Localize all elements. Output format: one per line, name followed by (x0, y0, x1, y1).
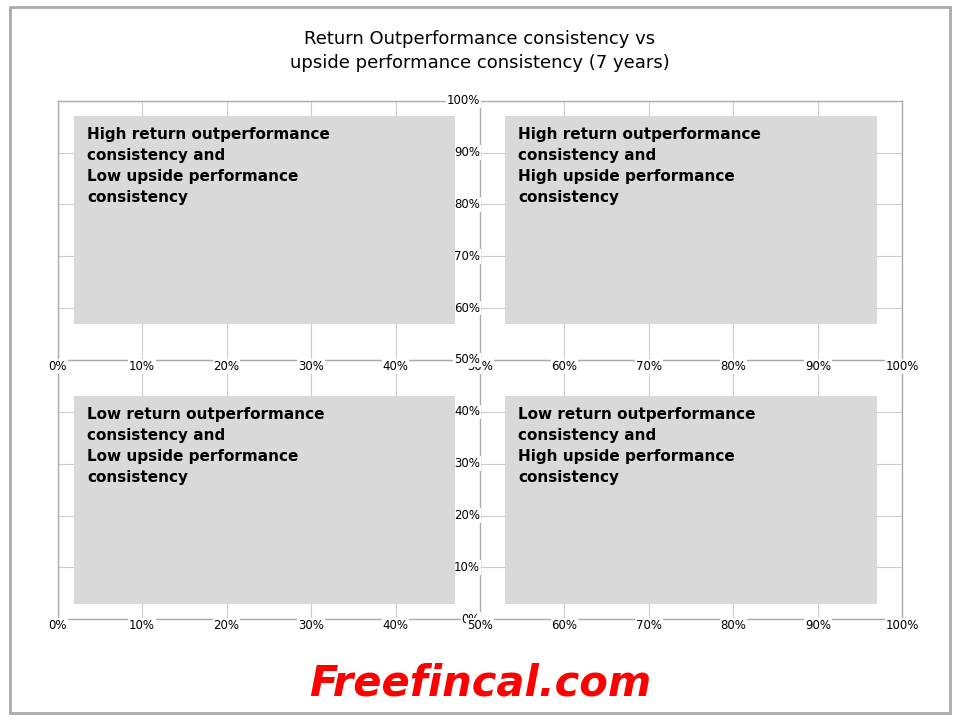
Text: 30%: 30% (299, 619, 324, 632)
Text: 100%: 100% (886, 360, 919, 373)
Text: 60%: 60% (551, 360, 578, 373)
Text: Low return outperformance
consistency and
High upside performance
consistency: Low return outperformance consistency an… (518, 407, 756, 485)
Text: 100%: 100% (446, 94, 480, 107)
Text: 0%: 0% (48, 619, 67, 632)
Text: 80%: 80% (454, 198, 480, 211)
Text: 30%: 30% (454, 457, 480, 470)
Text: 30%: 30% (299, 360, 324, 373)
Text: 80%: 80% (721, 360, 746, 373)
Text: 40%: 40% (382, 360, 409, 373)
Text: 60%: 60% (551, 619, 578, 632)
Text: 40%: 40% (454, 405, 480, 418)
Text: 0%: 0% (462, 613, 480, 626)
Text: Low return outperformance
consistency and
Low upside performance
consistency: Low return outperformance consistency an… (87, 407, 324, 485)
Text: 80%: 80% (721, 619, 746, 632)
Text: High return outperformance
consistency and
High upside performance
consistency: High return outperformance consistency a… (518, 127, 761, 204)
Text: 20%: 20% (454, 509, 480, 522)
Bar (75, 117, 455, 324)
Text: 50%: 50% (468, 619, 492, 632)
Text: Freefincal.com: Freefincal.com (309, 663, 651, 705)
Text: 10%: 10% (129, 619, 156, 632)
Text: 70%: 70% (454, 250, 480, 263)
Text: High return outperformance
consistency and
Low upside performance
consistency: High return outperformance consistency a… (87, 127, 330, 204)
Bar (75, 396, 455, 603)
Text: 60%: 60% (454, 302, 480, 315)
Text: 10%: 10% (454, 561, 480, 574)
Text: 90%: 90% (804, 619, 831, 632)
Text: 0%: 0% (48, 360, 67, 373)
Text: 20%: 20% (213, 619, 240, 632)
Text: 100%: 100% (886, 619, 919, 632)
Text: 20%: 20% (213, 360, 240, 373)
Text: 50%: 50% (454, 354, 480, 366)
Text: 70%: 70% (636, 360, 662, 373)
Text: 70%: 70% (636, 619, 662, 632)
Text: 10%: 10% (129, 360, 156, 373)
Bar (505, 396, 877, 603)
Text: Return Outperformance consistency vs
upside performance consistency (7 years): Return Outperformance consistency vs ups… (290, 30, 670, 72)
Text: 90%: 90% (454, 146, 480, 159)
Text: 50%: 50% (468, 360, 492, 373)
Text: 90%: 90% (804, 360, 831, 373)
Bar (505, 117, 877, 324)
Text: 40%: 40% (382, 619, 409, 632)
